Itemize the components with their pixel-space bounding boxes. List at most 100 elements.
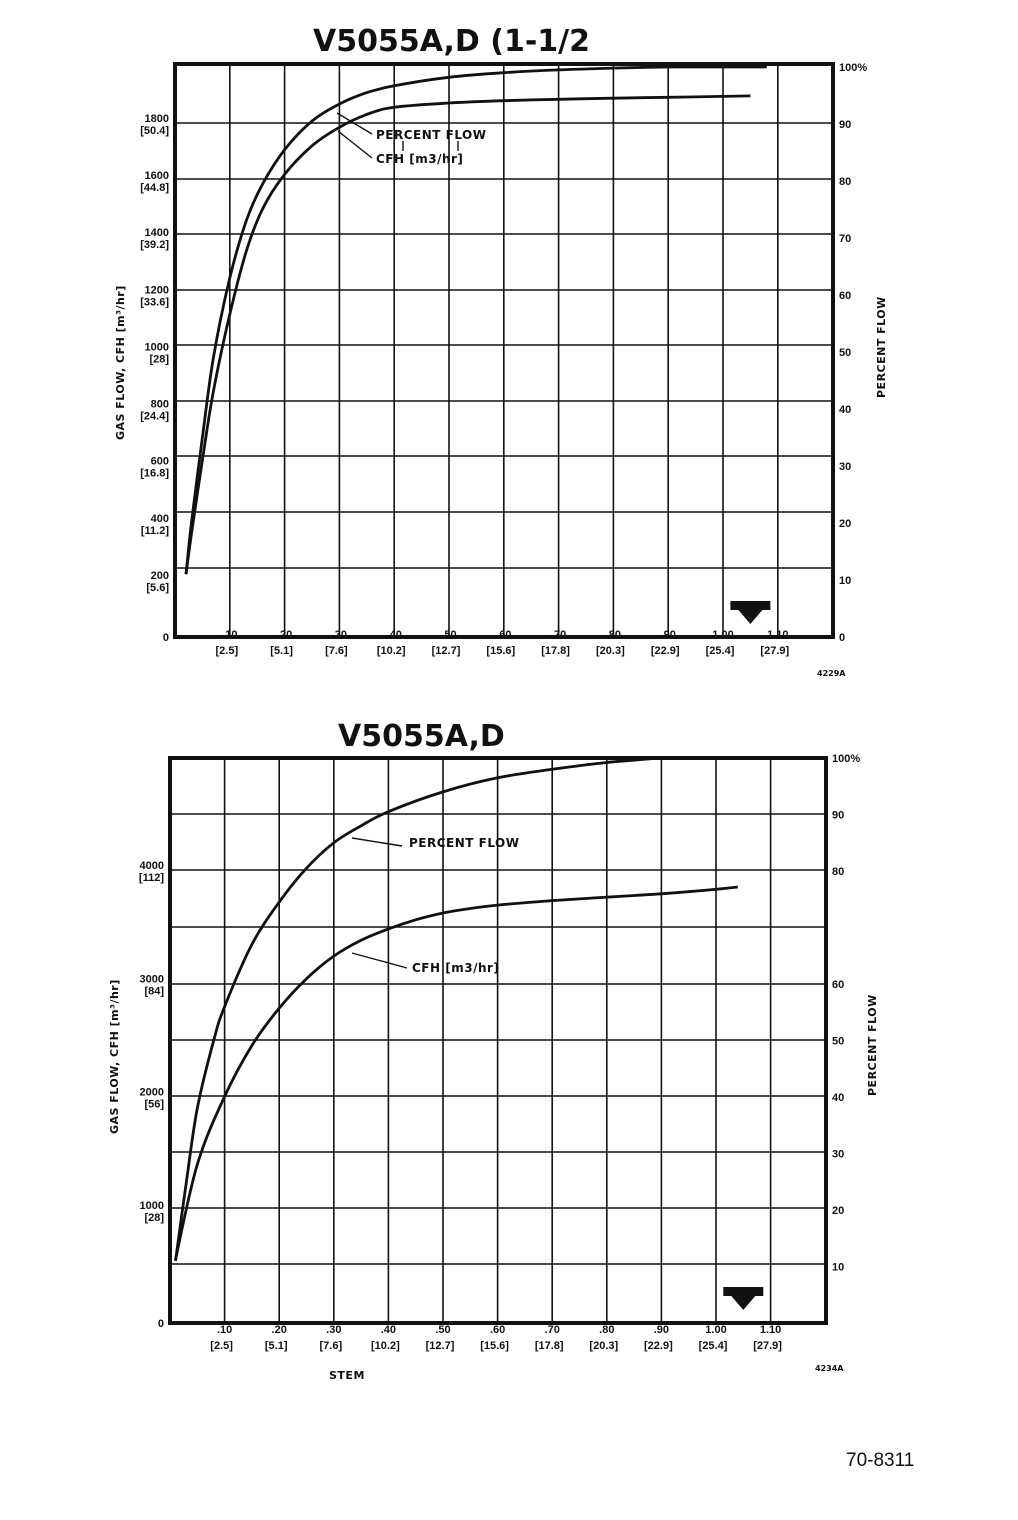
chart2-percent-flow-label: PERCENT FLOW — [409, 836, 520, 850]
chart2-x-tick-label: .80 — [599, 1324, 614, 1336]
chart2-y2-tick-label: 50 — [832, 1036, 844, 1048]
chart1-annotation-percent-flow: PERCENT FLOW — [336, 112, 486, 151]
chart1-y-tick-label: 1800 — [145, 113, 169, 125]
chart1-x-tick-sublabel: [27.9] — [760, 645, 789, 657]
chart1-down-arrow-icon — [730, 601, 771, 624]
chart2-x-tick-sublabel: [10.2] — [371, 1340, 400, 1352]
chart2-cfh-label: CFH [m3/hr] — [412, 961, 499, 975]
chart2-x-tick-sublabel: [25.4] — [699, 1340, 728, 1352]
chart2-y-tick-sublabel: [56] — [144, 1099, 164, 1111]
chart2-curves — [174, 756, 764, 1310]
chart1-ticks: .10 [2.5] .20 [5.1] .30 [7.6] .40 [10.2] .50 [12.… — [140, 62, 867, 657]
chart1-ylabel: GAS FLOW, CFH [m³/hr] — [114, 285, 127, 440]
chart2-annotation-percent-flow: PERCENT FLOW — [351, 836, 520, 850]
chart2-y2-tick-label: 40 — [832, 1092, 844, 1104]
chart2-y2-tick-label: 100% — [832, 753, 860, 765]
chart2-x-tick-label: .20 — [272, 1324, 287, 1336]
chart2-x-tick-label: .50 — [435, 1324, 450, 1336]
chart1-x-tick-sublabel: [12.7] — [432, 645, 461, 657]
chart2-y2-tick-label: 20 — [832, 1205, 844, 1217]
chart2-down-arrow-icon — [723, 1287, 764, 1310]
chart2-x-tick-sublabel: [12.7] — [426, 1340, 455, 1352]
chart1-cfh-curve — [184, 94, 751, 575]
chart1-y-tick-sublabel: [39.2] — [140, 239, 169, 251]
chart2-y-tick-label: 2000 — [140, 1087, 164, 1099]
chart1-x-tick-sublabel: [7.6] — [325, 645, 348, 657]
chart1-grid — [175, 64, 833, 637]
chart1-x-tick-label: .50 — [441, 629, 456, 641]
document-number: 70-8311 — [846, 1450, 915, 1471]
chart1-y2-tick-label: 60 — [839, 290, 851, 302]
chart1-y-tick-sublabel: [28] — [149, 353, 169, 365]
chart2-x-tick-sublabel: [22.9] — [644, 1340, 673, 1352]
chart2-ylabel: GAS FLOW, CFH [m³/hr] — [108, 979, 121, 1134]
chart2-ticks: .10 [2.5] .20 [5.1] .30 [7.6] .40 [10.2] .50 [12.… — [139, 753, 860, 1352]
chart1-x-tick-sublabel: [2.5] — [215, 645, 238, 657]
chart1-x-tick-label: 1.10 — [767, 629, 788, 641]
chart1-y2label: PERCENT FLOW — [875, 296, 888, 398]
chart2-percent-leader — [351, 837, 403, 847]
chart2-figure-ref: 4234A — [815, 1364, 844, 1373]
chart1-x-tick-label: .10 — [222, 629, 237, 641]
chart1-x-tick-label: .80 — [606, 629, 621, 641]
chart2-x-tick-label: 1.10 — [760, 1324, 781, 1336]
chart2-x-tick-label: .40 — [381, 1324, 396, 1336]
chart1-y-tick-sublabel: [5.6] — [146, 582, 169, 594]
chart2-y2-tick-label: 90 — [832, 810, 844, 822]
chart1-x-tick-label: 1.00 — [712, 629, 733, 641]
chart2-y-tick-label: 4000 — [140, 860, 164, 872]
chart2-x-tick-label: .30 — [326, 1324, 341, 1336]
chart1-title: V5055A,D (1-1/2 — [313, 24, 590, 59]
chart1-y2-tick-label: 20 — [839, 518, 851, 530]
chart1-y-tick-label: 1400 — [145, 227, 169, 239]
chart1-y-tick-label: 400 — [151, 513, 169, 525]
chart1-x-tick-label: .60 — [496, 629, 511, 641]
chart1-curves — [184, 65, 771, 624]
chart1-y-tick-label: 0 — [163, 632, 169, 644]
chart2-x-tick-label: 1.00 — [705, 1324, 726, 1336]
chart2-x-tick-label: .70 — [545, 1324, 560, 1336]
chart1-y-tick-label: 600 — [151, 456, 169, 468]
chart2-grid — [170, 758, 826, 1323]
chart1-y-tick-label: 800 — [151, 399, 169, 411]
chart-v5055ad: V5055A,D .10 [2.5] .20 [5.1] .30 [7.6] .40 [10.… — [108, 719, 879, 1382]
chart1-x-tick-sublabel: [22.9] — [651, 645, 680, 657]
chart2-y-tick-label: 3000 — [140, 973, 164, 985]
chart2-y-tick-label: 1000 — [140, 1200, 164, 1212]
chart2-title: V5055A,D — [338, 719, 505, 754]
chart1-y2-tick-label: 0 — [839, 632, 845, 644]
chart2-y2-tick-label: 30 — [832, 1149, 844, 1161]
chart2-x-tick-sublabel: [15.6] — [480, 1340, 509, 1352]
chart1-y2-tick-label: 90 — [839, 119, 851, 131]
chart1-cfh-leader — [337, 130, 373, 159]
chart2-y-tick-label: 0 — [158, 1318, 164, 1330]
chart1-y2-tick-label: 10 — [839, 575, 851, 587]
chart1-x-tick-sublabel: [20.3] — [596, 645, 625, 657]
chart1-y2-tick-label: 80 — [839, 176, 851, 188]
chart1-y-tick-label: 1200 — [145, 284, 169, 296]
chart1-y-tick-sublabel: [11.2] — [141, 525, 169, 537]
chart-v5055ad-1-1-2: V5055A,D (1-1/2 .10 [2.5] .20 [5.1] .30 [7.6]… — [114, 24, 888, 678]
chart1-x-tick-sublabel: [10.2] — [377, 645, 406, 657]
chart1-cfh-label: CFH [m3/hr] — [376, 152, 463, 166]
chart1-y-tick-label: 200 — [151, 570, 169, 582]
chart2-x-tick-sublabel: [27.9] — [753, 1340, 782, 1352]
chart1-x-tick-label: .30 — [332, 629, 347, 641]
chart1-x-tick-label: .40 — [387, 629, 402, 641]
chart1-x-tick-sublabel: [25.4] — [706, 645, 735, 657]
chart2-x-tick-sublabel: [5.1] — [265, 1340, 288, 1352]
chart1-x-tick-sublabel: [15.6] — [486, 645, 515, 657]
chart2-x-tick-sublabel: [2.5] — [210, 1340, 233, 1352]
chart1-y2-tick-label: 50 — [839, 347, 851, 359]
chart1-figure-ref: 4229A — [817, 669, 846, 678]
chart1-x-tick-label: .20 — [277, 629, 292, 641]
chart1-y2-tick-label: 70 — [839, 233, 851, 245]
chart1-y-tick-sublabel: [16.8] — [140, 468, 169, 480]
chart2-y2label: PERCENT FLOW — [866, 994, 879, 1096]
chart2-frame — [168, 756, 828, 1325]
chart1-x-tick-label: .70 — [551, 629, 566, 641]
chart1-y2-tick-label: 100% — [839, 62, 867, 74]
chart2-y-tick-sublabel: [84] — [144, 985, 164, 997]
chart1-y-tick-sublabel: [33.6] — [140, 296, 169, 308]
chart1-y-tick-sublabel: [24.4] — [140, 411, 169, 423]
